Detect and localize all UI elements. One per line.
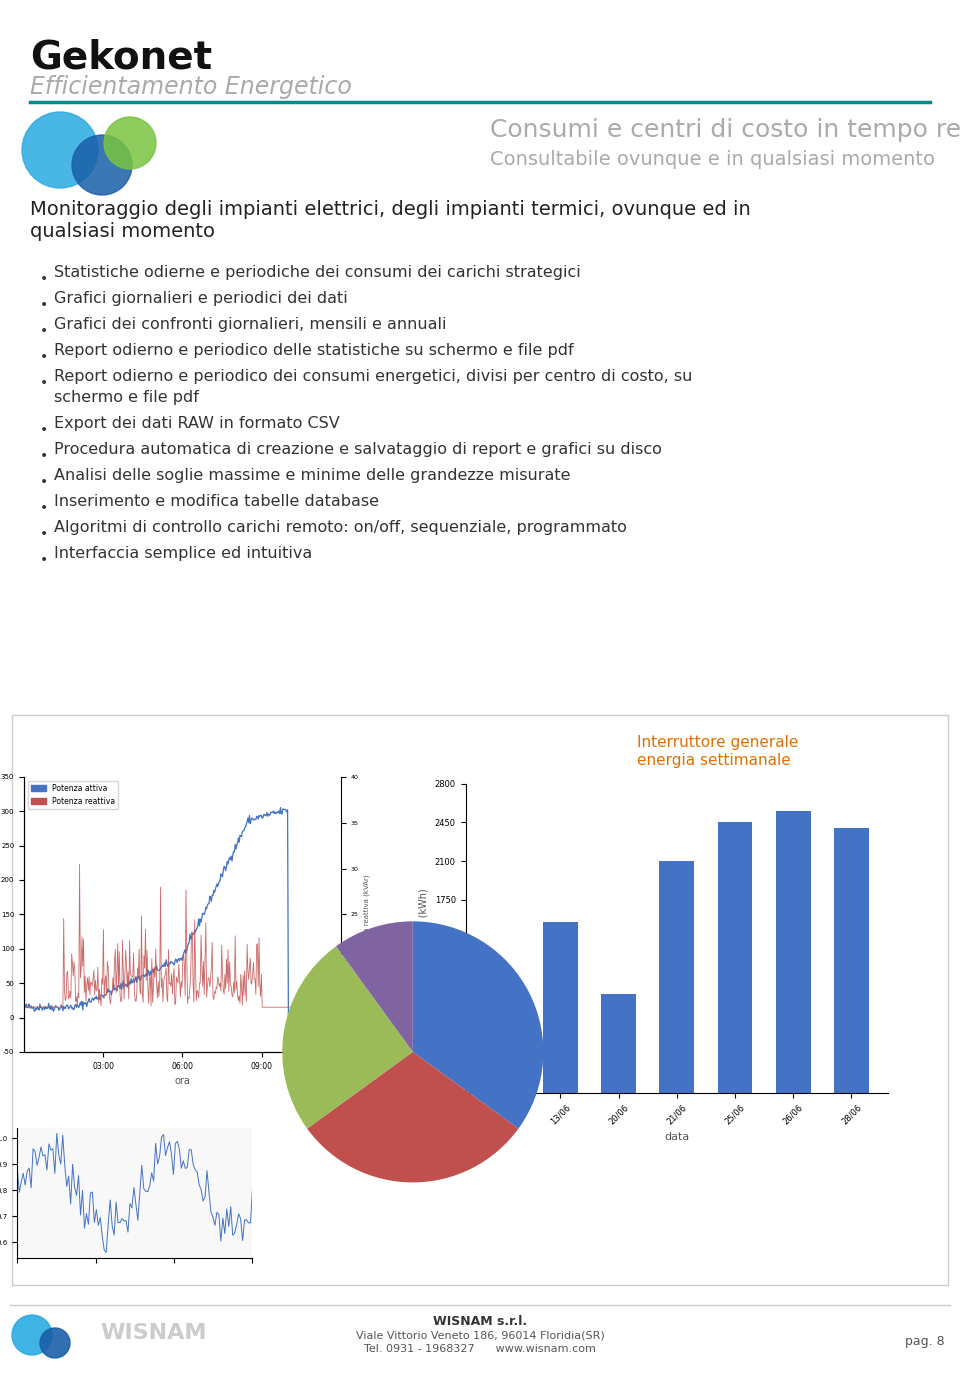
- Bar: [637, 862, 651, 873]
- Text: •: •: [40, 375, 48, 390]
- Text: Gekonet: Gekonet: [30, 38, 212, 76]
- Text: Grafici giornalieri e periodici dei dati: Grafici giornalieri e periodici dei dati: [54, 292, 348, 307]
- Line: Potenza attiva: Potenza attiva: [24, 807, 341, 1022]
- Text: Tel. 0931 - 1968327      www.wisnam.com: Tel. 0931 - 1968327 www.wisnam.com: [364, 1343, 596, 1354]
- Line: Potenza reattiva: Potenza reattiva: [24, 865, 341, 1006]
- Text: Grafici dei confronti giornalieri, mensili e annuali: Grafici dei confronti giornalieri, mensi…: [54, 318, 446, 331]
- Text: WISNAM s.r.l.: WISNAM s.r.l.: [433, 1314, 527, 1328]
- Text: •: •: [40, 272, 48, 286]
- Potenza reattiva: [57, 998, 68, 1015]
- Potenza reattiva: [74, 857, 85, 873]
- Potenza attiva: [335, 1006, 347, 1023]
- Potenza reattiva: [250, 971, 261, 987]
- Potenza attiva: [247, 810, 258, 826]
- Text: Analisi delle soglie massime e minime delle grandezze misurate: Analisi delle soglie massime e minime de…: [54, 468, 570, 483]
- Potenza attiva: [18, 998, 30, 1015]
- Text: WISNAM: WISNAM: [100, 1323, 206, 1343]
- Text: Monitoraggio degli impianti elettrici, degli impianti termici, ovunque ed in: Monitoraggio degli impianti elettrici, d…: [30, 199, 751, 219]
- Potenza reattiva: [122, 962, 133, 979]
- Potenza attiva: [144, 968, 156, 984]
- Potenza reattiva: [248, 954, 259, 971]
- Potenza reattiva: [335, 998, 347, 1015]
- Potenza reattiva: [218, 986, 229, 1002]
- Text: forse motrici: forse motrici: [657, 830, 736, 843]
- Text: •: •: [40, 298, 48, 312]
- Bar: [834, 828, 869, 1093]
- Potenza attiva: [249, 811, 260, 828]
- X-axis label: data: data: [664, 1132, 689, 1141]
- Text: illuminazione: illuminazione: [657, 800, 740, 814]
- Circle shape: [12, 1314, 52, 1354]
- Text: Inserimento e modifica tabelle database: Inserimento e modifica tabelle database: [54, 494, 379, 509]
- Text: Report odierno e periodico dei consumi energetici, divisi per centro di costo, s: Report odierno e periodico dei consumi e…: [54, 368, 692, 384]
- Text: qualsiasi momento: qualsiasi momento: [30, 221, 215, 241]
- Wedge shape: [307, 1052, 518, 1182]
- Text: Report odierno e periodico delle statistiche su schermo e file pdf: Report odierno e periodico delle statist…: [54, 342, 574, 358]
- Text: Export dei dati RAW in formato CSV: Export dei dati RAW in formato CSV: [54, 417, 340, 430]
- Text: •: •: [40, 450, 48, 463]
- Text: Interfaccia semplice ed intuitiva: Interfaccia semplice ed intuitiva: [54, 546, 312, 561]
- X-axis label: ora: ora: [175, 1077, 190, 1086]
- Potenza attiva: [122, 979, 133, 996]
- Text: pag. 8: pag. 8: [905, 1335, 945, 1348]
- Text: energia settimanale: energia settimanale: [637, 754, 791, 769]
- Potenza reattiva: [145, 967, 156, 983]
- Potenza attiva: [275, 799, 286, 815]
- Text: •: •: [40, 351, 48, 364]
- Bar: [543, 921, 578, 1093]
- Text: •: •: [40, 474, 48, 489]
- Potenza attiva: [57, 998, 68, 1015]
- Wedge shape: [413, 921, 543, 1129]
- Circle shape: [104, 117, 156, 169]
- Circle shape: [72, 135, 132, 195]
- Circle shape: [22, 111, 98, 188]
- Bar: [717, 822, 753, 1093]
- Text: Consultabile ovunque e in qualsiasi momento: Consultabile ovunque e in qualsiasi mome…: [490, 150, 935, 169]
- Text: •: •: [40, 527, 48, 540]
- Text: •: •: [40, 324, 48, 338]
- Text: Algoritmi di controllo carichi remoto: on/off, sequenziale, programmato: Algoritmi di controllo carichi remoto: o…: [54, 520, 627, 535]
- Potenza attiva: [218, 862, 229, 879]
- Potenza reattiva: [18, 998, 30, 1015]
- Circle shape: [40, 1328, 70, 1358]
- Text: Statistiche odierne e periodiche dei consumi dei carichi strategici: Statistiche odierne e periodiche dei con…: [54, 265, 581, 280]
- Text: altro: altro: [657, 891, 685, 903]
- Text: schermo e file pdf: schermo e file pdf: [54, 390, 199, 406]
- Text: •: •: [40, 553, 48, 566]
- Text: Viale Vittorio Veneto 186, 96014 Floridia(SR): Viale Vittorio Veneto 186, 96014 Floridi…: [355, 1330, 605, 1341]
- Text: condizionamento: condizionamento: [657, 861, 764, 873]
- Wedge shape: [336, 921, 413, 1052]
- Wedge shape: [282, 946, 413, 1129]
- FancyBboxPatch shape: [12, 715, 948, 1286]
- Y-axis label: Potenza reattiva (kVAr): Potenza reattiva (kVAr): [364, 874, 371, 954]
- Bar: [637, 802, 651, 813]
- Text: Interruttore generale: Interruttore generale: [637, 736, 799, 749]
- Y-axis label: Energia attiva (kWh): Energia attiva (kWh): [420, 888, 429, 989]
- Bar: [660, 861, 694, 1093]
- Potenza attiva: [322, 1013, 333, 1030]
- Bar: [776, 811, 810, 1093]
- Bar: [637, 892, 651, 903]
- Text: Efficientamento Energetico: Efficientamento Energetico: [30, 76, 352, 99]
- Bar: [637, 832, 651, 843]
- Text: •: •: [40, 424, 48, 437]
- Text: Consumi e centri di costo in tempo reale: Consumi e centri di costo in tempo reale: [490, 118, 960, 142]
- Bar: [601, 994, 636, 1093]
- Bar: [485, 1055, 519, 1093]
- Legend: Potenza attiva, Potenza reattiva: Potenza attiva, Potenza reattiva: [28, 781, 118, 808]
- Text: Procedura automatica di creazione e salvataggio di report e grafici su disco: Procedura automatica di creazione e salv…: [54, 441, 661, 456]
- Text: •: •: [40, 500, 48, 516]
